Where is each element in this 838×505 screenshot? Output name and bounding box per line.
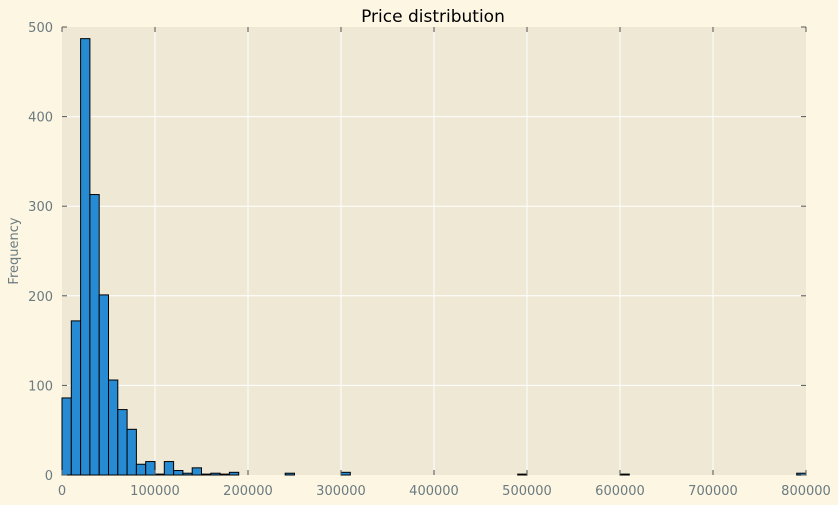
x-tick-label: 300000 — [316, 484, 366, 499]
histogram-bar — [80, 38, 91, 476]
axis-ticks — [61, 26, 807, 476]
y-tick-label: 0 — [45, 469, 53, 484]
y-tick-label: 400 — [28, 111, 53, 126]
histogram-bar — [89, 194, 100, 476]
x-tick-label: 100000 — [130, 484, 180, 499]
histogram-bar — [61, 397, 72, 476]
histogram-bar — [173, 470, 184, 476]
histogram-bar — [98, 294, 109, 476]
x-tick-label: 0 — [58, 484, 66, 499]
histogram-bar — [135, 463, 147, 476]
histogram-bar — [517, 473, 528, 476]
x-tick-label: 700000 — [688, 484, 738, 499]
histogram-bar — [219, 473, 230, 476]
histogram-bar — [70, 320, 82, 476]
chart-title: Price distribution — [361, 7, 505, 27]
y-tick-label: 200 — [28, 290, 53, 305]
x-axis-tick-labels: 0 100000 200000 300000 400000 500000 600000 700… — [58, 484, 831, 499]
histogram-bar — [201, 473, 212, 476]
x-tick-label: 400000 — [409, 484, 459, 499]
histogram-bar — [108, 379, 119, 476]
y-tick-label: 500 — [28, 21, 53, 36]
histogram-bars — [61, 38, 807, 476]
y-tick-label: 100 — [28, 379, 53, 394]
y-tick-label: 300 — [28, 200, 53, 215]
histogram-bar — [210, 472, 221, 476]
x-tick-label: 500000 — [502, 484, 552, 499]
histogram-bar — [182, 472, 193, 476]
y-axis-label: Frequency — [7, 217, 22, 284]
histogram-bar — [126, 428, 137, 476]
histogram-bar — [154, 473, 165, 476]
histogram-bar — [191, 467, 202, 476]
histogram-bar — [340, 471, 351, 476]
histogram-bar — [163, 461, 175, 476]
x-tick-label: 200000 — [223, 484, 273, 499]
histogram-bar — [145, 461, 156, 476]
x-tick-label: 800000 — [781, 484, 831, 499]
histogram-bar — [228, 471, 240, 476]
histogram-bar — [117, 409, 128, 476]
y-axis-tick-labels: 0 100 200 300 400 500 — [28, 21, 53, 484]
histogram-bar — [619, 473, 630, 476]
histogram-bar — [284, 472, 296, 476]
x-tick-label: 600000 — [595, 484, 645, 499]
grid-lines — [62, 27, 806, 475]
